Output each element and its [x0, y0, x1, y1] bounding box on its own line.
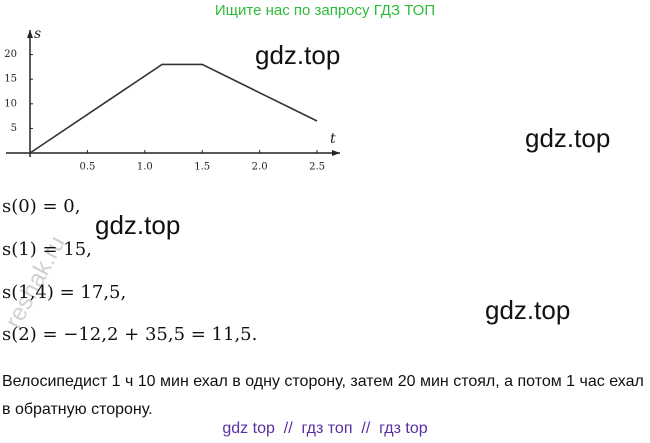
answer: Велосипедист 1 ч 10 мин ехал в одну стор… [2, 373, 644, 418]
chart: t s 0.5 1.0 1.5 2.0 2.5 5 10 15 20 [4, 26, 340, 173]
watermark: gdz.top [95, 210, 181, 240]
math-line: s(1,4) = 17,5, [2, 282, 127, 303]
y-axis-label: s [34, 26, 41, 42]
x-tick-label: 1.0 [137, 162, 153, 173]
y-tick-label: 15 [4, 74, 17, 85]
math-line: s(1) = 15, [2, 239, 92, 260]
arrow [332, 150, 340, 156]
watermark: gdz.top [255, 40, 341, 70]
x-tick-label: 2.5 [309, 162, 325, 173]
header-title: Ищите нас по запросу ГДЗ ТОП [214, 2, 436, 19]
arrow [27, 30, 33, 38]
x-tick-label: 2.0 [252, 162, 268, 173]
math-line: s(2) = −12,2 + 35,5 = 11,5. [2, 324, 258, 345]
y-tick-label: 20 [4, 49, 17, 60]
line [29, 63, 318, 154]
footer: gdz top // гдз топ // гдз top [222, 420, 428, 437]
x-tick-label: 0.5 [79, 162, 95, 173]
x-tick-label: 1.5 [194, 162, 210, 173]
math-line: s(0) = 0, [2, 196, 81, 217]
watermark: gdz.top [485, 295, 571, 325]
watermark: gdz.top [525, 123, 611, 153]
y-tick-label: 5 [11, 123, 17, 134]
y-tick-label: 10 [4, 98, 17, 109]
x-axis-label: t [330, 131, 336, 147]
